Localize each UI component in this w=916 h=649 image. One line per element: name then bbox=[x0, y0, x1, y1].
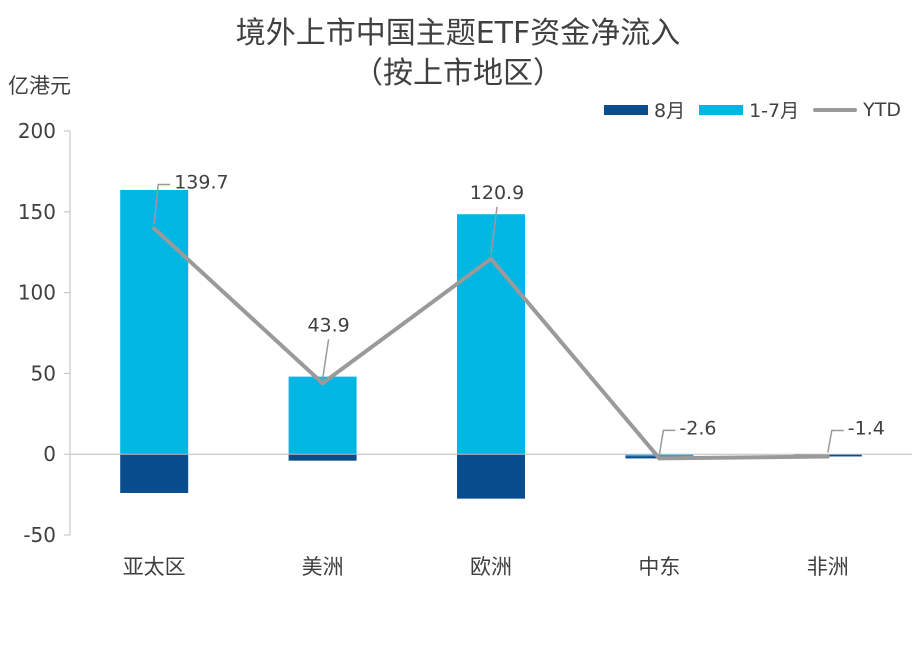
legend-label-ytd: YTD bbox=[863, 98, 901, 121]
bar-aug-1 bbox=[288, 454, 357, 461]
ytd-data-label: 43.9 bbox=[307, 314, 349, 336]
chart-title: 境外上市中国主题ETF资金净流入 bbox=[235, 16, 681, 51]
ytd-point bbox=[825, 454, 830, 459]
bar-jan-jul-3 bbox=[625, 454, 694, 457]
ytd-point bbox=[489, 256, 493, 261]
ytd-data-label: 139.7 bbox=[174, 171, 228, 193]
ytd-point bbox=[152, 226, 157, 231]
chart-subtitle: （按上市地区） bbox=[353, 56, 563, 91]
legend-swatch-aug bbox=[604, 104, 648, 115]
y-axis-label: 亿港元 bbox=[8, 74, 71, 98]
ytd-data-label: -2.6 bbox=[679, 417, 716, 439]
legend-item-aug: 8月 bbox=[604, 96, 685, 123]
legend-label-aug: 8月 bbox=[654, 100, 686, 122]
ytd-leader-line bbox=[321, 339, 330, 380]
legend-item-jan-jul: 1-7月 bbox=[699, 96, 799, 123]
ytd-point bbox=[657, 456, 662, 461]
ytd-leader-line bbox=[658, 429, 676, 455]
y-tick-label: 200 bbox=[18, 119, 56, 143]
y-tick-label: -50 bbox=[23, 523, 56, 547]
y-tick-label: 0 bbox=[43, 442, 56, 466]
ytd-leader-line bbox=[490, 206, 498, 255]
y-tick-label: 150 bbox=[18, 200, 56, 224]
x-category-label: 亚太区 bbox=[123, 555, 186, 579]
legend-swatch-ytd bbox=[813, 107, 858, 112]
ytd-leader-line bbox=[153, 183, 171, 225]
y-tick-label: 50 bbox=[31, 361, 56, 385]
x-category-label: 中东 bbox=[638, 555, 680, 579]
legend-label-jan-jul: 1-7月 bbox=[749, 100, 800, 122]
x-category-label: 非洲 bbox=[807, 555, 849, 579]
y-tick-label: 100 bbox=[18, 281, 56, 305]
bar-jan-jul-1 bbox=[288, 376, 357, 455]
legend-item-ytd: YTD bbox=[813, 99, 901, 121]
legend: 8月 1-7月 YTD bbox=[604, 96, 915, 123]
bar-aug-0 bbox=[120, 454, 189, 493]
ytd-data-label: -1.4 bbox=[848, 417, 885, 439]
ytd-data-label: 120.9 bbox=[470, 182, 524, 204]
ytd-point bbox=[320, 381, 325, 386]
bar-aug-2 bbox=[457, 454, 525, 499]
ytd-leader-line bbox=[827, 429, 844, 453]
legend-swatch-jan-jul bbox=[699, 104, 744, 115]
bar-jan-jul-0 bbox=[120, 189, 189, 455]
x-category-label: 欧洲 bbox=[470, 555, 512, 579]
x-category-label: 美洲 bbox=[302, 555, 344, 579]
